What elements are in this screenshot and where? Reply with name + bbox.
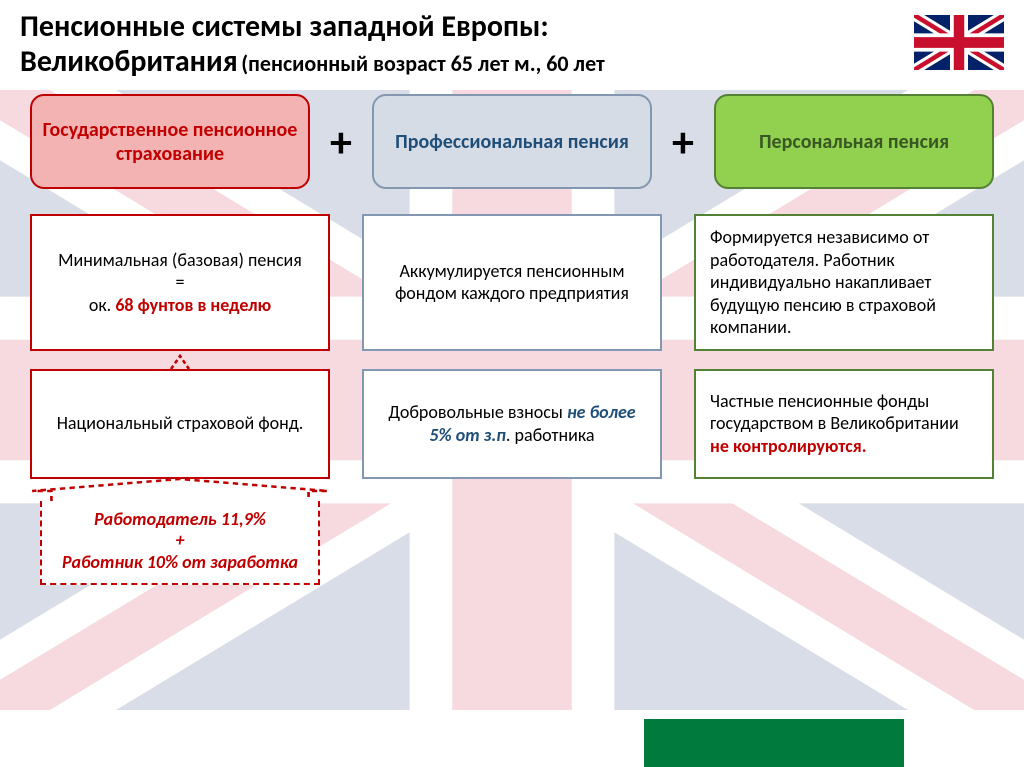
basic-pension-amount: 68 фунтов в неделю: [115, 294, 271, 316]
pillar-pers-label: Персональная пенсия: [759, 130, 949, 154]
private-pre: Частные пенсионные фонды государством в …: [710, 390, 959, 435]
voluntary-pre: Добровольные взносы: [388, 401, 567, 423]
independent-text: Формируется независимо от работодателя. …: [710, 226, 978, 339]
pillar-personal: Персональная пенсия: [714, 94, 994, 189]
plus-2: +: [663, 115, 703, 169]
box-independent: Формируется независимо от работодателя. …: [694, 214, 994, 351]
box-basic-pension: Минимальная (базовая) пенсия = ок. 68 фу…: [30, 214, 330, 351]
national-fund-text: Национальный страховой фонд.: [46, 412, 314, 435]
approx-text: ок.: [89, 294, 115, 316]
dashed-arrow-top-icon: [30, 479, 330, 503]
dashed-up-arrow-icon: [167, 353, 193, 371]
pillar-prof-label: Профессиональная пенсия: [395, 130, 629, 154]
plus-1: +: [321, 115, 361, 169]
pillar-state: Государственное пенсионное страхование: [30, 94, 310, 189]
box-accumulated: Аккумулируется пенсионным фондом каждого…: [362, 214, 662, 351]
uk-flag-icon: [914, 15, 1004, 70]
voluntary-post: . работника: [506, 424, 595, 446]
employer-contribution: Работодатель 11,9%: [52, 509, 308, 531]
box-contributions: Работодатель 11,9% + Работник 10% от зар…: [40, 501, 320, 586]
page-subtitle: (пенсионный возраст 65 лет м., 60 лет: [241, 50, 604, 77]
page-title-1: Пенсионные системы западной Европы:: [20, 10, 904, 45]
pillar-professional: Профессиональная пенсия: [372, 94, 652, 189]
equals-sign: =: [46, 271, 314, 294]
private-hl: не контролируются.: [710, 435, 867, 457]
box-voluntary: Добровольные взносы не более 5% от з.п. …: [362, 369, 662, 479]
employee-contribution: Работник 10% от заработка: [52, 552, 308, 574]
box-national-fund: Национальный страховой фонд.: [30, 369, 330, 479]
contribution-plus: +: [52, 530, 308, 552]
pillar-state-label: Государственное пенсионное страхование: [40, 118, 300, 166]
bottom-green-bar: [644, 719, 904, 767]
page-title-2: Великобритания: [20, 43, 238, 80]
basic-pension-text: Минимальная (базовая) пенсия: [46, 249, 314, 272]
box-private-funds: Частные пенсионные фонды государством в …: [694, 369, 994, 479]
accumulated-text: Аккумулируется пенсионным фондом каждого…: [378, 260, 646, 305]
